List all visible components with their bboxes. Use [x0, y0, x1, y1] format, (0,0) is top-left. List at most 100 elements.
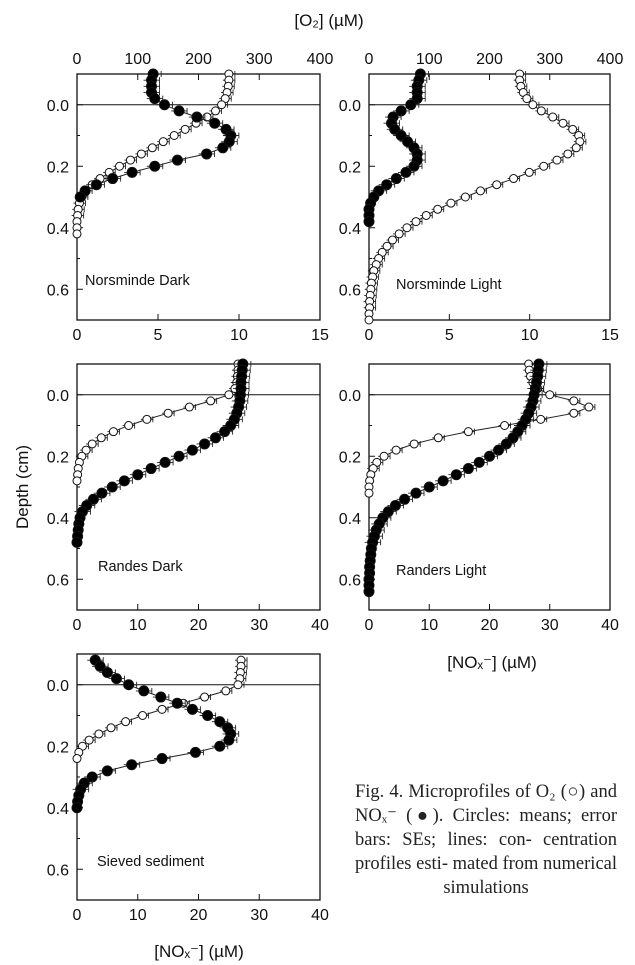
o2-data-point: [138, 711, 148, 720]
chart-panel: [71, 68, 321, 321]
nox-data-point: [214, 740, 226, 752]
x-tick-label: 20: [481, 617, 499, 634]
nox-data-point: [363, 216, 375, 228]
y-tick-label: 0.0: [339, 98, 361, 115]
y-axis-title: Depth (cm): [13, 445, 32, 529]
o2-data-point: [136, 149, 146, 159]
nox-data-point: [158, 99, 170, 111]
o2-data-point: [402, 223, 412, 233]
o2-data-point: [147, 143, 157, 153]
nox-data-point: [173, 105, 185, 117]
y-tick-label: 0.4: [47, 221, 69, 238]
o2-data-point: [217, 100, 227, 110]
nox-data-point: [171, 154, 183, 166]
y-tick-label: 0.4: [339, 511, 361, 528]
nox-data-point: [126, 759, 138, 771]
nox-data-point: [199, 438, 211, 450]
top-x-tick-label: 200: [185, 51, 212, 68]
o2-data-point: [142, 414, 152, 424]
nox-data-point: [156, 753, 168, 765]
nox-data-point: [484, 450, 495, 462]
nox-data-point: [450, 469, 462, 481]
o2-data-point: [421, 210, 431, 220]
o2-data-point: [382, 241, 392, 251]
o2-data-point: [528, 100, 538, 110]
nox-data-point: [214, 716, 226, 728]
o2-data-point: [87, 439, 97, 449]
nox-data-point: [149, 160, 161, 172]
nox-data-point: [201, 148, 213, 160]
o2-data-point: [569, 408, 579, 418]
x-tick-label: 0: [365, 617, 374, 634]
o2-data-point: [124, 421, 134, 430]
nox-data-point: [390, 173, 402, 185]
o2-data-point: [394, 229, 404, 239]
y-tick-label: 0.6: [339, 572, 361, 589]
o2-data-point: [180, 124, 190, 134]
x-tick-label: 10: [230, 327, 248, 344]
profile-fit-line: [76, 363, 244, 543]
x-tick-label: 10: [420, 617, 438, 634]
top-x-tick-label: 100: [124, 51, 151, 68]
x-tick-label: 0: [365, 327, 374, 344]
figure-caption: Fig. 4. Microprofiles of O₂ (○) and NOₓ⁻…: [355, 780, 617, 900]
o2-data-point: [163, 408, 173, 418]
o2-data-point: [224, 390, 234, 400]
x-tick-label: 40: [311, 907, 329, 924]
nox-data-point: [223, 734, 235, 746]
nox-data-point: [149, 93, 161, 105]
y-tick-label: 0.0: [47, 388, 69, 405]
o2-data-point: [563, 149, 573, 159]
top-x-tick-label: 400: [597, 51, 624, 68]
o2-data-point: [500, 421, 510, 430]
caption-line: Circles: means; error: [452, 806, 618, 826]
o2-data-point: [200, 692, 210, 702]
nox-data-point: [138, 685, 150, 697]
x-axis-title-right: [NOₓ⁻] (µM): [447, 653, 537, 672]
o2-data-point: [364, 315, 374, 325]
chart-panel: [363, 68, 611, 325]
x-tick-label: 30: [250, 907, 268, 924]
o2-data-point: [387, 235, 397, 245]
panel-label: Norsminde Dark: [85, 273, 190, 289]
o2-data-point: [522, 94, 532, 104]
o2-data-point: [184, 402, 194, 412]
o2-data-point: [463, 427, 473, 437]
o2-data-point: [364, 488, 374, 498]
nox-data-point: [405, 99, 417, 111]
o2-data-point: [72, 476, 82, 486]
o2-data-point: [475, 186, 485, 196]
panel-label: Norsminde Light: [396, 277, 502, 293]
y-tick-label: 0.0: [47, 98, 69, 115]
x-tick-label: 5: [445, 327, 454, 344]
x-tick-label: 15: [311, 327, 329, 344]
o2-data-point: [548, 112, 558, 122]
panel-label: Randes Dark: [98, 559, 183, 575]
nox-data-point: [87, 493, 99, 505]
nox-data-point: [363, 586, 375, 598]
x-tick-label: 30: [250, 617, 268, 634]
o2-data-point: [545, 390, 555, 400]
nox-data-point: [123, 679, 135, 691]
y-tick-label: 0.2: [339, 159, 361, 176]
nox-data-point: [217, 142, 229, 154]
o2-data-point: [125, 155, 135, 165]
y-tick-label: 0.2: [47, 739, 69, 756]
top-x-tick-label: 400: [307, 51, 334, 68]
x-tick-label: 15: [601, 327, 619, 344]
nox-data-point: [159, 456, 171, 468]
o2-data-point: [571, 143, 581, 153]
nox-data-point: [437, 475, 449, 487]
nox-data-point: [209, 117, 221, 129]
top-axis-title: [O₂] (µM): [294, 11, 363, 30]
o2-data-point: [584, 402, 594, 412]
nox-data-point: [493, 444, 505, 456]
nox-data-point: [507, 432, 519, 444]
o2-data-point: [233, 680, 243, 690]
y-tick-label: 0.4: [47, 801, 69, 818]
nox-data-point: [106, 481, 118, 493]
o2-data-point: [108, 427, 118, 437]
y-tick-label: 0.4: [339, 221, 361, 238]
nox-data-point: [145, 463, 157, 475]
nox-data-point: [94, 660, 106, 672]
